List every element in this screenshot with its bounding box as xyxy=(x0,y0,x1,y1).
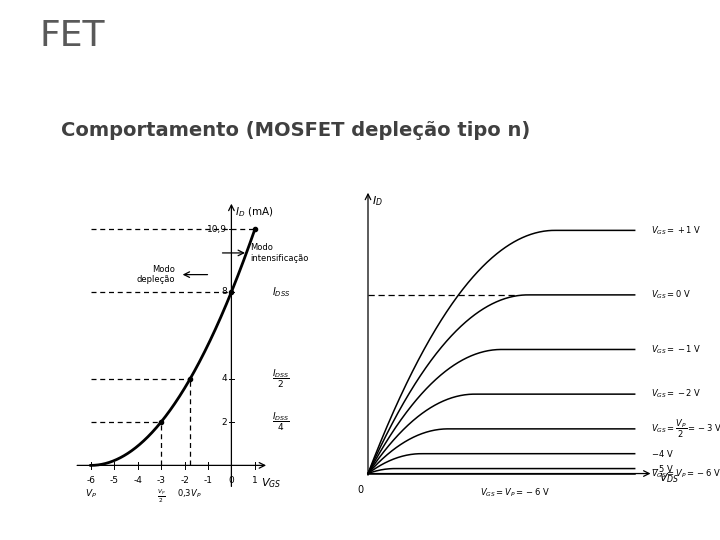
Text: $I_D$ (mA): $I_D$ (mA) xyxy=(235,205,274,219)
Text: 10,9: 10,9 xyxy=(207,225,227,234)
Text: $V_{GS} = +1\ \mathrm{V}$: $V_{GS} = +1\ \mathrm{V}$ xyxy=(651,224,701,237)
Text: -1: -1 xyxy=(204,476,212,485)
Text: FET: FET xyxy=(40,19,105,53)
Text: -6: -6 xyxy=(86,476,95,485)
Text: Modo
intensificação: Modo intensificação xyxy=(250,243,309,262)
Text: $V_{GS} = V_P = -6\ \mathrm{V}$: $V_{GS} = V_P = -6\ \mathrm{V}$ xyxy=(480,487,550,500)
Text: $V_{GS} = -1\ \mathrm{V}$: $V_{GS} = -1\ \mathrm{V}$ xyxy=(651,343,701,356)
Text: Comportamento (MOSFET depleção tipo n): Comportamento (MOSFET depleção tipo n) xyxy=(61,121,531,140)
Text: 0: 0 xyxy=(358,485,364,495)
Text: $V_P$: $V_P$ xyxy=(85,487,96,500)
Text: $I_D$: $I_D$ xyxy=(372,194,383,208)
Text: -2: -2 xyxy=(180,476,189,485)
Text: $V_{GS}$: $V_{GS}$ xyxy=(261,476,282,490)
Text: $I_{DSS}$: $I_{DSS}$ xyxy=(272,285,291,299)
Text: $\frac{V_P}{2}$: $\frac{V_P}{2}$ xyxy=(157,487,166,504)
Text: $V_{GS} = -2\ \mathrm{V}$: $V_{GS} = -2\ \mathrm{V}$ xyxy=(651,388,701,400)
Text: $0{,}3V_P$: $0{,}3V_P$ xyxy=(177,487,202,500)
Text: $V_{DS}$: $V_{DS}$ xyxy=(659,471,679,485)
Text: $\dfrac{I_{DSS}}{2}$: $\dfrac{I_{DSS}}{2}$ xyxy=(272,368,290,390)
Text: -3: -3 xyxy=(156,476,166,485)
Text: 1: 1 xyxy=(252,476,258,485)
Text: Modo
depleção: Modo depleção xyxy=(137,265,175,285)
Text: $-4\ \mathrm{V}$: $-4\ \mathrm{V}$ xyxy=(651,448,673,459)
Text: -4: -4 xyxy=(133,476,142,485)
Text: 4: 4 xyxy=(221,374,227,383)
Text: $V_{GS} = V_P = -6\ \mathrm{V}$: $V_{GS} = V_P = -6\ \mathrm{V}$ xyxy=(651,467,720,480)
Text: $-5\ \mathrm{V}$: $-5\ \mathrm{V}$ xyxy=(651,463,673,474)
Text: $V_{GS} = 0\ \mathrm{V}$: $V_{GS} = 0\ \mathrm{V}$ xyxy=(651,289,691,301)
Text: -5: -5 xyxy=(109,476,119,485)
Text: 2: 2 xyxy=(221,417,227,427)
Text: 8: 8 xyxy=(221,287,227,296)
Text: $\dfrac{I_{DSS}}{4}$: $\dfrac{I_{DSS}}{4}$ xyxy=(272,411,290,433)
Text: 0: 0 xyxy=(228,476,234,485)
Text: $V_{GS} = \dfrac{V_P}{2} = -3\ \mathrm{V}$: $V_{GS} = \dfrac{V_P}{2} = -3\ \mathrm{V… xyxy=(651,418,720,440)
